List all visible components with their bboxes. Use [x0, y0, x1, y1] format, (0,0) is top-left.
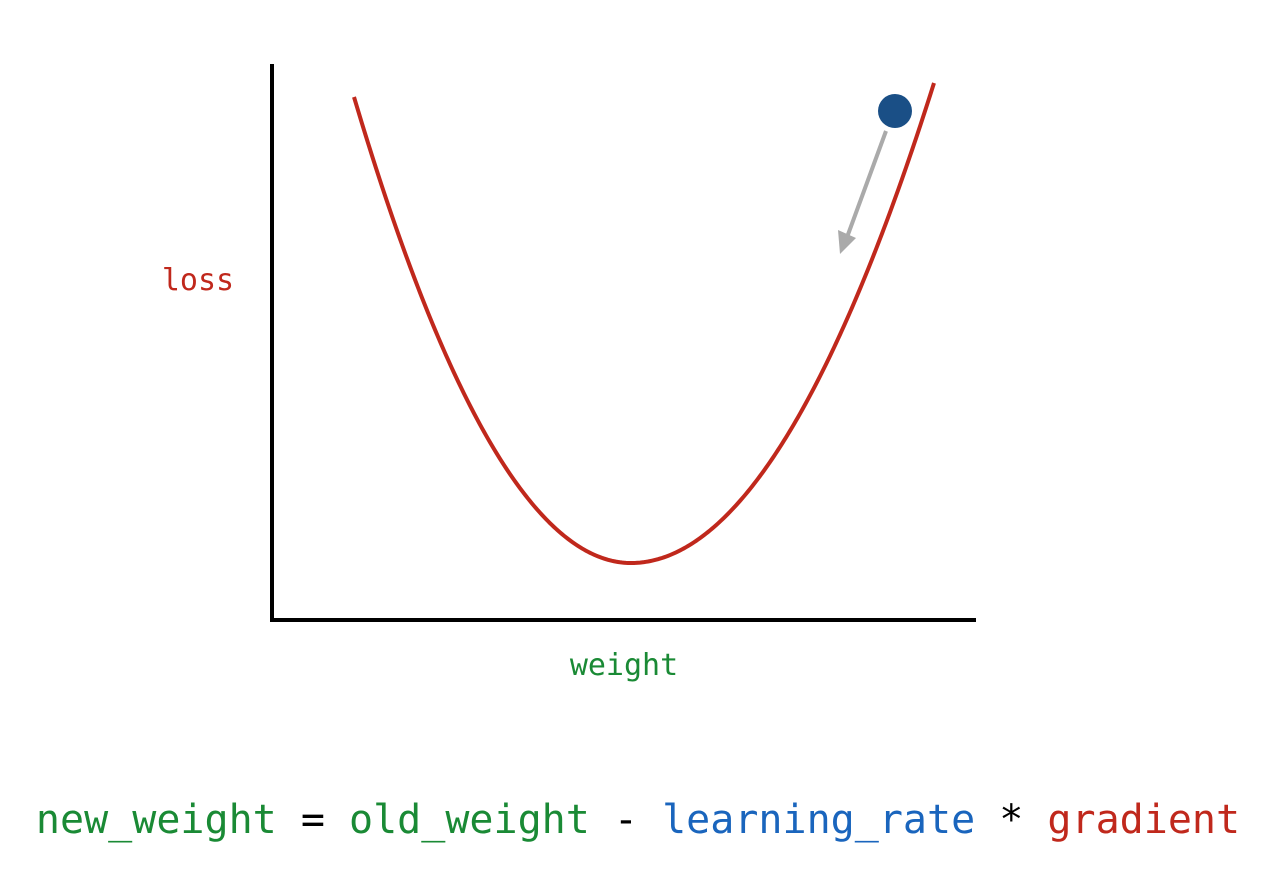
- new-weight-term: new_weight: [35, 797, 277, 843]
- old-weight-term: old_weight: [349, 797, 590, 843]
- gradient-arrow-shaft: [844, 130, 888, 241]
- minus-sign: -: [589, 797, 663, 843]
- current-weight-ball: [878, 94, 912, 128]
- x-axis-label: weight: [570, 648, 678, 683]
- gradient-term: gradient: [1047, 797, 1241, 843]
- update-rule-formula: new_weight = old_weight - learning_rate …: [0, 790, 1276, 850]
- loss-curve: [352, 82, 936, 565]
- learning-rate-term: learning_rate: [662, 797, 976, 843]
- y-axis-label: loss: [162, 263, 234, 298]
- equals-sign: =: [276, 797, 349, 843]
- times-sign: *: [975, 797, 1048, 843]
- gradient-arrow-head: [838, 230, 856, 254]
